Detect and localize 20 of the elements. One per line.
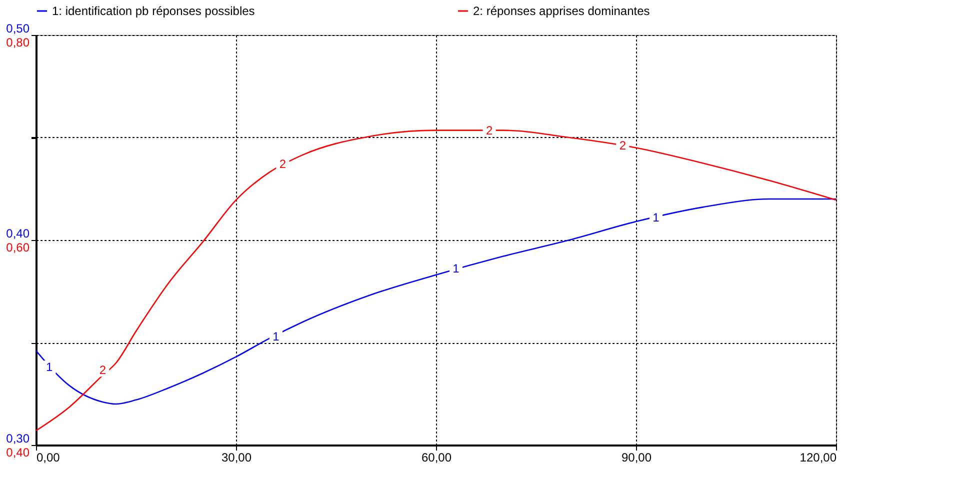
y-tick-label: 0,30: [6, 432, 30, 446]
x-tick-label: 60,00: [421, 450, 452, 464]
legend-label: 1: identification pb réponses possibles: [52, 4, 255, 18]
annotation: 2: [279, 157, 286, 172]
y2-tick-label: 0,80: [6, 36, 30, 50]
annotation: 2: [486, 123, 493, 138]
y-tick-label: 0,50: [6, 22, 30, 36]
annotation: 1: [272, 329, 280, 344]
y-tick-label: 0,40: [6, 226, 30, 240]
annotation: 1: [652, 210, 660, 224]
x-tick-label: 120,00: [800, 450, 837, 464]
x-tick-label: 90,00: [621, 450, 652, 464]
annotation: 2: [619, 138, 626, 153]
x-tick-label: 0,00: [36, 450, 60, 464]
annotation: 1: [46, 360, 53, 374]
y2-tick-label: 0,60: [6, 240, 30, 254]
annotation: 1: [452, 262, 460, 276]
legend-label: 2: réponses apprises dominantes: [473, 4, 650, 18]
x-tick-label: 30,00: [221, 450, 252, 464]
annotation: 2: [99, 363, 106, 378]
